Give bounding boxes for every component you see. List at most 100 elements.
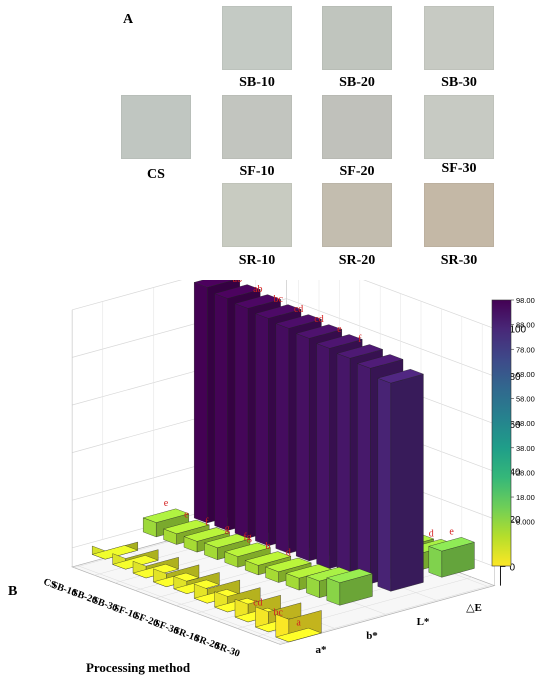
swatch-sr-30 [424,183,494,247]
bar-top-face [244,551,292,566]
panel-a-label: A [123,12,134,27]
significance-letter: e [337,324,342,335]
bar-top-face [326,568,373,583]
colorbar-tick-label: 38.00 [516,444,535,453]
swatch-sf-20 [322,95,392,159]
bar-b-sr-30 [326,568,373,606]
colorbar-tick-label: 58.00 [516,395,535,404]
swatch-sr-10 [222,183,292,247]
swatch-label: CS [147,167,165,182]
bar-top-face [254,304,302,319]
swatch-sr-20 [322,183,392,247]
significance-letter: e [184,509,189,520]
swatch-label: SB-10 [239,75,275,90]
bar-top-face [193,280,235,288]
swatch-label: SR-30 [440,253,478,268]
bar-top-face [203,533,251,548]
bar-top-face [142,508,190,523]
significance-letter: g [225,523,230,534]
bar-top-face [336,344,384,359]
chart-bars: aeaabeaabfabcgacdfgabcdbbcedcdfcddbcea [91,280,475,643]
significance-letter: ab [253,284,262,295]
gridline [72,280,495,329]
significance-letter: cd [294,304,303,315]
bar-top-face [234,294,282,309]
bar-top-face [295,324,343,339]
colorbar-tick-label: 88.00 [516,321,535,330]
z-tick-label: 80 [509,372,521,383]
swatch-sb-10 [222,6,292,70]
bar-side-face [234,303,249,539]
swatch-label: SF-30 [441,161,477,176]
significance-letter: d [286,547,291,558]
swatch-cs [121,95,191,159]
category-tick-label: SR-30 [213,640,241,659]
swatch-label: SF-10 [239,164,275,179]
significance-letter: cd [314,314,323,325]
z-tick-label: 60 [509,420,521,431]
bar-side-face [357,363,371,584]
colorbar-gradient [491,299,512,567]
panel-b-label: B [8,584,18,599]
bar-side-face [296,333,310,562]
z-tick-label: 40 [509,467,521,478]
bar-top-face [316,334,363,349]
bar-side-face [275,323,289,554]
colorbar-tick-label: 28.00 [516,468,535,477]
significance-letter: bc [273,294,283,305]
bar-top-face [163,519,210,534]
z-tick-label: 20 [509,515,521,526]
bar-front-face [390,373,424,592]
series-tick-label: b* [366,630,378,642]
bar-side-face [377,377,391,592]
significance-letter: cd [253,598,262,609]
series-tick-label: a* [316,644,328,656]
significance-letter: e [449,527,454,538]
swatch-sb-20 [322,6,392,70]
swatch-label: SB-30 [441,75,477,90]
bar-side-face [336,353,351,577]
bar-e-sr-30: e [428,527,475,578]
swatch-label: SF-20 [339,164,375,179]
series-tick-label: △E [466,602,482,614]
bar-top-face [356,354,404,369]
significance-letter: d [429,529,434,540]
swatch-label: SR-10 [238,253,276,268]
bar-side-face [316,343,330,569]
significance-letter: f [358,334,362,345]
bar-top-face [214,284,261,299]
colorbar-tick-label: 68.00 [516,370,535,379]
series-tick-label: L* [417,616,430,628]
bar-side-face [255,313,269,546]
colorbar: 98.00 88.00 78.00 68.00 58.00 48.00 38.00 28.00… [491,296,535,567]
bar-top-face [91,545,139,560]
colorbar-tick-label: 18.00 [516,493,535,502]
significance-letter: e [164,498,169,509]
z-tick-label: 100 [509,325,526,336]
colorbar-tick-label: 98.00 [516,296,535,305]
bar-top-face [224,542,271,557]
bar-top-face [183,527,231,542]
swatch-label: SR-20 [338,253,376,268]
colorbar-tick-label: 48.00 [516,419,535,428]
bar-l-sr-30 [377,369,424,592]
significance-letter: ab [233,280,242,285]
bar-top-face [275,627,322,643]
floor-grid [77,565,286,644]
bar-side-face [428,546,442,578]
significance-letter: f [205,517,209,528]
significance-letter: fg [243,532,251,543]
significance-letter: a [296,617,301,628]
bar-side-face [214,293,228,531]
bar-side-face [194,282,208,524]
swatch-sf-10 [222,95,292,159]
swatch-sb-30 [424,6,494,70]
bar-top-face [265,557,312,572]
bar-top-face [428,537,475,552]
bar-top-face [377,369,424,384]
swatch-sf-30 [424,95,494,159]
x-axis-title: Processing method [86,660,191,675]
category-tick-label: CS [42,577,58,592]
bar-a-sr-30: a [275,610,322,643]
